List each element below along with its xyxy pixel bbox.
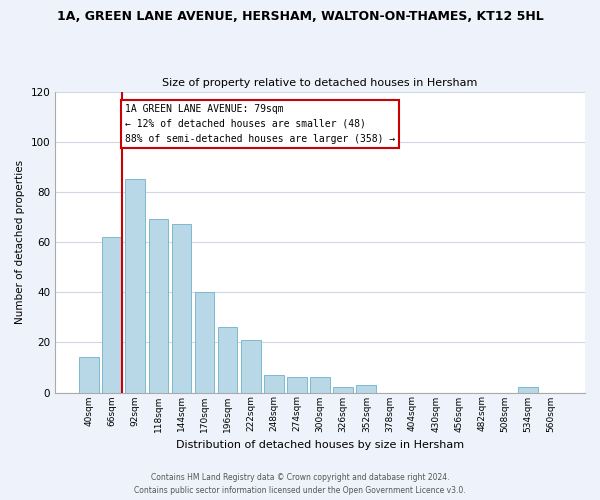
Y-axis label: Number of detached properties: Number of detached properties [15, 160, 25, 324]
Bar [79, 358, 99, 392]
Title: Size of property relative to detached houses in Hersham: Size of property relative to detached ho… [163, 78, 478, 88]
Bar [356, 385, 376, 392]
Text: Contains HM Land Registry data © Crown copyright and database right 2024.
Contai: Contains HM Land Registry data © Crown c… [134, 474, 466, 495]
Bar [125, 180, 145, 392]
Bar [195, 292, 214, 392]
Bar [149, 220, 168, 392]
Bar [287, 378, 307, 392]
Text: 1A GREEN LANE AVENUE: 79sqm
← 12% of detached houses are smaller (48)
88% of sem: 1A GREEN LANE AVENUE: 79sqm ← 12% of det… [125, 104, 395, 144]
Bar [264, 375, 284, 392]
Bar [172, 224, 191, 392]
Bar [218, 328, 238, 392]
X-axis label: Distribution of detached houses by size in Hersham: Distribution of detached houses by size … [176, 440, 464, 450]
Bar [103, 237, 122, 392]
Bar [241, 340, 260, 392]
Bar [334, 388, 353, 392]
Bar [518, 388, 538, 392]
Bar [310, 378, 330, 392]
Text: 1A, GREEN LANE AVENUE, HERSHAM, WALTON-ON-THAMES, KT12 5HL: 1A, GREEN LANE AVENUE, HERSHAM, WALTON-O… [56, 10, 544, 23]
